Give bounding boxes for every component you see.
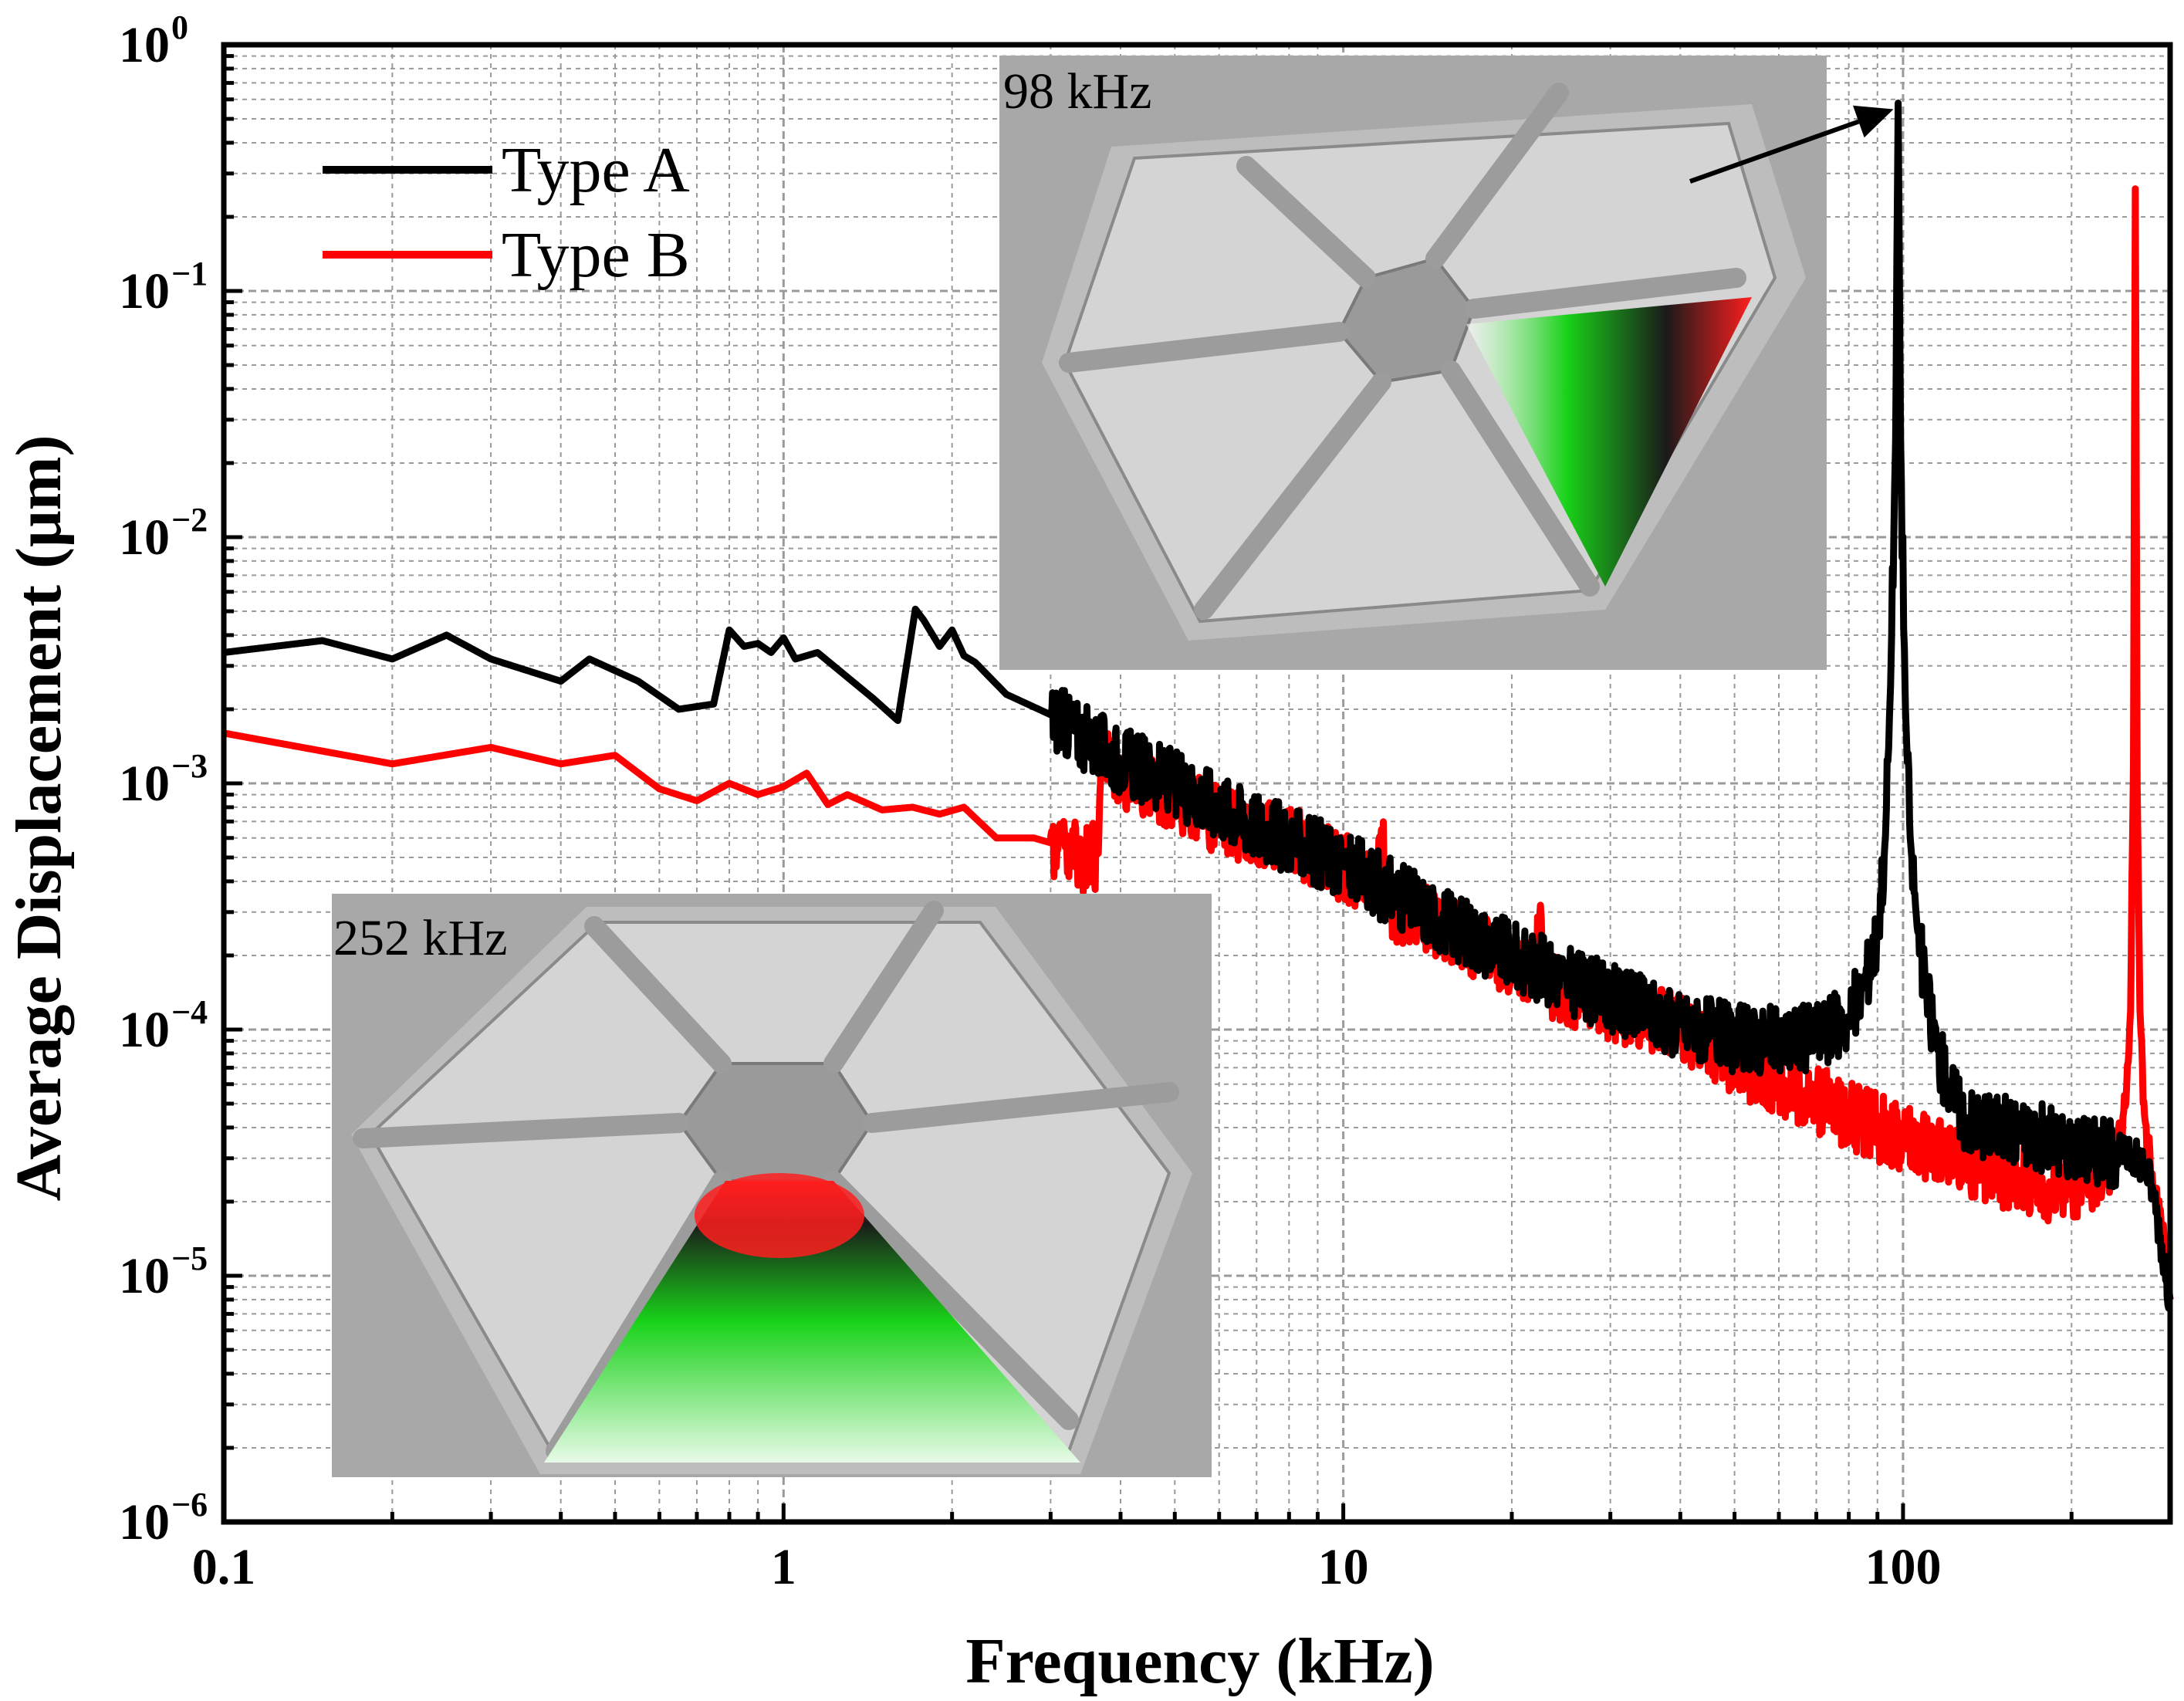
x-tick-label: 1 bbox=[771, 1539, 796, 1595]
legend-label-type-a: Type A bbox=[502, 134, 690, 206]
inset-image-98khz: 98 kHz bbox=[999, 56, 1827, 670]
y-tick-label-exponent: 0 bbox=[171, 8, 188, 46]
y-tick-label: 10 bbox=[119, 1002, 170, 1058]
x-tick-label: 10 bbox=[1318, 1539, 1369, 1595]
inset-label-252khz: 252 kHz bbox=[333, 910, 507, 966]
y-tick-label-exponent: −2 bbox=[171, 501, 208, 539]
y-tick-label: 10 bbox=[119, 17, 170, 73]
inset-image-252khz: 252 kHz bbox=[332, 894, 1212, 1477]
y-tick-label-exponent: −1 bbox=[171, 255, 208, 293]
y-tick-label: 10 bbox=[119, 263, 170, 320]
series-line-type-a bbox=[221, 100, 2174, 1312]
legend-label-type-b: Type B bbox=[502, 219, 690, 291]
x-tick-label: 100 bbox=[1865, 1539, 1941, 1595]
peak-arrow bbox=[1689, 105, 1894, 184]
mode-shape-252khz bbox=[544, 1181, 1080, 1463]
series-layer bbox=[221, 100, 2174, 1312]
y-tick-label-exponent: −4 bbox=[171, 993, 208, 1031]
inset-beams bbox=[1059, 83, 1746, 620]
legend: Type A Type B bbox=[323, 134, 690, 291]
inset-center-pad bbox=[677, 1062, 874, 1182]
y-tick-label-exponent: −5 bbox=[171, 1239, 208, 1277]
y-tick-label: 10 bbox=[119, 1248, 170, 1304]
mode-shape-98khz bbox=[1466, 297, 1752, 587]
y-tick-label-exponent: −3 bbox=[171, 747, 208, 785]
y-tick-label: 10 bbox=[119, 756, 170, 812]
y-tick-label: 10 bbox=[119, 509, 170, 566]
y-axis-title: Average Displacement (μm) bbox=[3, 435, 75, 1201]
mode-shape-252khz-peak bbox=[695, 1173, 864, 1258]
inset-label-98khz: 98 kHz bbox=[1003, 63, 1151, 120]
x-tick-label: 0.1 bbox=[192, 1539, 256, 1595]
y-tick-label-exponent: −6 bbox=[171, 1486, 208, 1523]
x-axis-title: Frequency (kHz) bbox=[965, 1625, 1434, 1697]
y-tick-label: 10 bbox=[119, 1494, 170, 1551]
